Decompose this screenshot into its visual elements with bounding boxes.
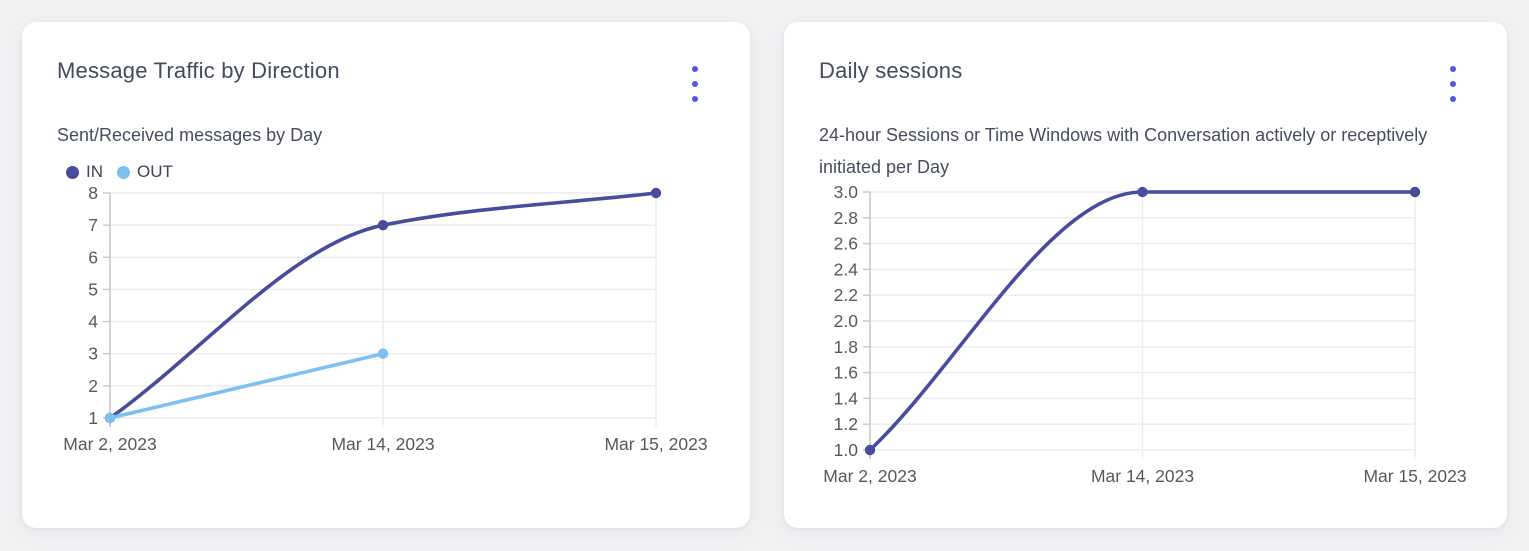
legend-item-out: OUT <box>117 162 173 182</box>
legend-label: OUT <box>137 162 173 181</box>
y-tick-label: 7 <box>88 215 98 235</box>
menu-dot <box>1450 81 1456 87</box>
menu-dot <box>1450 96 1456 102</box>
kebab-menu-icon[interactable] <box>1440 64 1466 104</box>
y-tick-label: 3.0 <box>834 182 859 202</box>
chart-legend: IN OUT <box>66 162 173 182</box>
y-tick-label: 2.2 <box>834 285 858 305</box>
kebab-menu-icon[interactable] <box>682 64 708 104</box>
data-point <box>104 412 116 424</box>
y-tick-label: 2 <box>88 376 98 396</box>
y-tick-label: 1.8 <box>834 337 858 357</box>
series-line-out <box>108 351 385 420</box>
data-point <box>1137 186 1148 198</box>
y-tick-label: 1.6 <box>834 363 858 383</box>
y-tick-label: 8 <box>88 183 98 203</box>
y-tick-label: 6 <box>88 247 98 267</box>
data-point <box>1409 186 1421 198</box>
card-subtitle: 24-hour Sessions or Time Windows with Co… <box>819 125 1428 177</box>
data-point <box>377 219 389 231</box>
series-line-in <box>108 191 658 420</box>
card-subtitle: Sent/Received messages by Day <box>57 125 323 145</box>
data-point <box>104 412 116 424</box>
card-title: Daily sessions <box>819 58 963 83</box>
y-tick-label: 1.4 <box>834 388 859 408</box>
legend-label: IN <box>86 162 103 181</box>
x-tick-label: Mar 14, 2023 <box>331 434 434 454</box>
y-tick-label: 1.0 <box>834 440 859 460</box>
menu-dot <box>692 81 698 87</box>
legend-item-in: IN <box>66 162 103 182</box>
x-tick-label: Mar 2, 2023 <box>823 466 916 486</box>
series-line-daily-sessions <box>868 190 1417 452</box>
card-daily-sessions: Daily sessions 24-hour Sessions or Time … <box>784 22 1507 528</box>
x-tick-label: Mar 15, 2023 <box>1363 466 1466 486</box>
y-tick-label: 2.0 <box>834 311 859 331</box>
x-tick-label: Mar 2, 2023 <box>63 434 156 454</box>
legend-dot-icon <box>117 165 130 179</box>
y-tick-label: 2.8 <box>834 208 858 228</box>
menu-dot <box>692 96 698 102</box>
y-tick-label: 1 <box>88 408 98 428</box>
x-tick-label: Mar 15, 2023 <box>604 434 707 454</box>
menu-dot <box>692 66 698 72</box>
line-chart-message-traffic: 1 2 3 4 5 6 7 8 Mar 2, 2023 Mar 14, 2023 Mar 15, 2… <box>63 183 707 454</box>
y-tick-label: 2.6 <box>834 234 858 254</box>
y-tick-label: 2.4 <box>834 259 859 279</box>
menu-dot <box>1450 66 1456 72</box>
data-point <box>650 187 662 199</box>
card-message-traffic: Message Traffic by Direction Sent/Receiv… <box>22 22 750 528</box>
legend-dot-icon <box>66 165 79 179</box>
card-title: Message Traffic by Direction <box>57 58 340 83</box>
x-tick-label: Mar 14, 2023 <box>1091 466 1194 486</box>
data-point <box>864 444 876 456</box>
data-point <box>377 348 389 359</box>
y-tick-label: 4 <box>88 312 98 332</box>
y-tick-label: 3 <box>88 344 98 364</box>
line-chart-daily-sessions: 1.0 1.2 1.4 1.6 1.8 2.0 2.2 2.4 2.6 2.8 3.0 Mar 2, … <box>823 182 1466 486</box>
y-tick-label: 1.2 <box>834 414 858 434</box>
y-tick-label: 5 <box>88 279 98 299</box>
